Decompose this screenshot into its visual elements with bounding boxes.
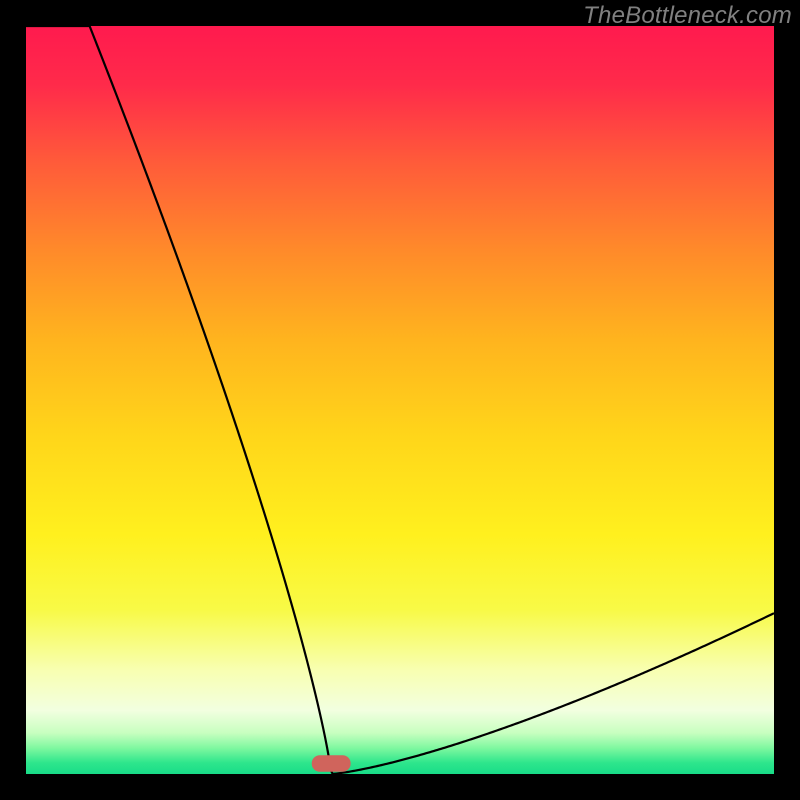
bottleneck-chart: [0, 0, 800, 800]
plot-background: [26, 26, 774, 774]
watermark-text: TheBottleneck.com: [583, 2, 792, 30]
curve-min-marker: [312, 755, 351, 771]
